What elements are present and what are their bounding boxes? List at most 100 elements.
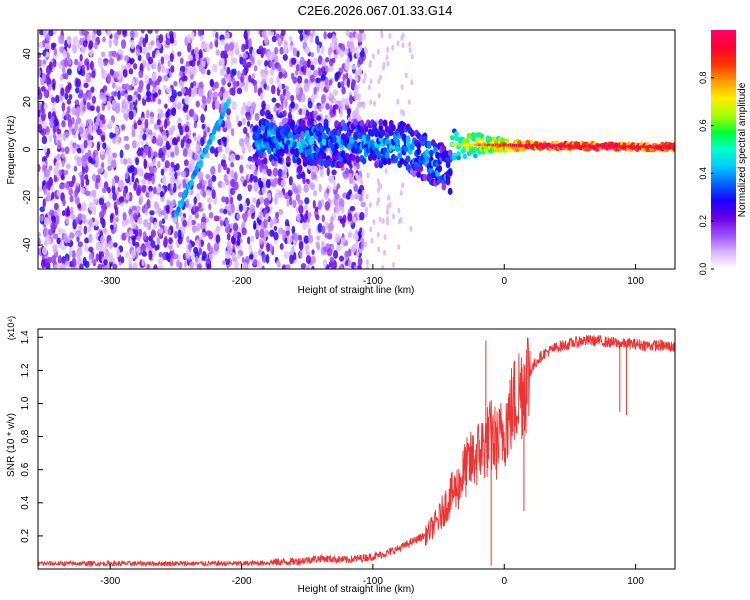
heatmap-noise-cell (182, 219, 188, 228)
heatmap-noise-cell (170, 151, 175, 158)
heatmap-noise-cell (222, 162, 228, 171)
heatmap-x-axis-label: Height of straight line (km) (298, 285, 415, 296)
heatmap-noise-cell (263, 218, 268, 229)
heatmap-noise-cell (56, 189, 61, 197)
heatmap-noise-cell (264, 213, 269, 221)
heatmap-noise-cell (135, 157, 140, 166)
heatmap-noise-cell (209, 146, 216, 154)
heatmap-noise-cell (224, 145, 230, 155)
heatmap-noise-cell (355, 52, 360, 58)
heatmap-noise-cell (176, 259, 180, 268)
heatmap-noise-cell (124, 143, 130, 151)
heatmap-noise-cell (385, 54, 389, 61)
heatmap-noise-cell (342, 73, 346, 82)
heatmap-band-cell (359, 119, 365, 127)
heatmap-noise-cell (152, 158, 157, 166)
heatmap-noise-cell (152, 250, 156, 256)
heatmap-noise-cell (279, 243, 284, 250)
heatmap-noise-cell (278, 82, 283, 91)
heatmap-noise-cell (281, 30, 286, 37)
colorbar-scale[interactable] (711, 30, 736, 269)
heatmap-noise-cell (38, 164, 41, 172)
heatmap-noise-cell (273, 231, 279, 241)
snr-y-tick-label: 1.0 (20, 396, 31, 410)
heatmap-noise-cell (397, 207, 401, 214)
heatmap-noise-cell (364, 241, 368, 248)
heatmap-noise-cell (88, 233, 93, 243)
heatmap-noise-cell (230, 162, 235, 168)
heatmap-band-cell (391, 124, 396, 132)
heatmap-noise-cell (103, 170, 108, 179)
heatmap-band-cell (399, 127, 405, 135)
heatmap-noise-cell (134, 229, 139, 237)
heatmap-noise-cell (51, 255, 57, 264)
heatmap-noise-cell (356, 264, 362, 269)
heatmap-noise-cell (357, 257, 363, 266)
heatmap-noise-cell (265, 178, 271, 189)
snr-plot-area[interactable] (38, 329, 675, 569)
heatmap-noise-cell (284, 85, 289, 92)
heatmap-noise-cell (293, 251, 297, 261)
heatmap-noise-cell (40, 111, 47, 121)
heatmap-noise-cell (341, 205, 345, 214)
heatmap-x-ticks: -300 -200 -100 0 100 (100, 264, 644, 287)
heatmap-noise-cell (171, 124, 176, 132)
heatmap-noise-cell (64, 92, 69, 101)
heatmap-band-cell (372, 153, 377, 161)
heatmap-band-cell (275, 150, 281, 158)
heatmap-noise-cell (383, 249, 387, 256)
heatmap-noise-cell (53, 47, 58, 56)
heatmap-noise-cell (146, 83, 151, 92)
heatmap-noise-cell (231, 68, 237, 76)
heatmap-noise-cell (200, 43, 206, 50)
heatmap-noise-cell (171, 107, 177, 117)
heatmap-noise-cell (145, 90, 151, 97)
heatmap-noise-cell (226, 134, 230, 143)
figure-title: C2E6.2026.067.01.33.G14 (298, 3, 453, 18)
heatmap-noise-cell (350, 193, 356, 201)
heatmap-noise-cell (377, 92, 381, 99)
heatmap-noise-cell (221, 77, 227, 86)
heatmap-noise-cell (354, 193, 359, 200)
heatmap-noise-cell (102, 60, 108, 66)
heatmap-noise-cell (337, 81, 342, 89)
heatmap-noise-cell (360, 201, 367, 208)
heatmap-noise-cell (45, 180, 52, 190)
heatmap-noise-cell (365, 265, 369, 269)
heatmap-noise-cell (71, 250, 76, 259)
heatmap-noise-cell (59, 183, 65, 190)
heatmap-noise-cell (332, 88, 339, 97)
heatmap-noise-cell (59, 264, 63, 269)
heatmap-noise-cell (277, 63, 282, 72)
heatmap-noise-cell (75, 117, 82, 125)
heatmap-noise-cell (353, 264, 358, 269)
heatmap-noise-cell (259, 108, 266, 117)
heatmap-noise-cell (160, 56, 165, 65)
heatmap-noise-cell (261, 186, 267, 194)
heatmap-noise-cell (170, 65, 175, 73)
heatmap-noise-cell (159, 190, 165, 198)
heatmap-noise-cell (380, 30, 384, 36)
heatmap-noise-cell (109, 214, 114, 224)
heatmap-noise-cell (196, 222, 201, 232)
heatmap-noise-cell (224, 218, 230, 226)
heatmap-noise-cell (99, 217, 105, 225)
heatmap-noise-cell (258, 180, 264, 188)
heatmap-noise-cell (75, 87, 80, 94)
heatmap-noise-cell (283, 250, 290, 260)
heatmap-noise-cell (173, 253, 179, 260)
heatmap-noise-cell (296, 213, 301, 221)
heatmap-noise-cell (192, 113, 198, 122)
heatmap-noise-cell (221, 182, 226, 188)
heatmap-noise-cell (174, 146, 180, 156)
heatmap-noise-cell (298, 240, 304, 251)
heatmap-noise-cell (94, 219, 99, 227)
heatmap-noise-cell (146, 61, 151, 72)
heatmap-band-cell (428, 149, 434, 157)
heatmap-noise-cell (90, 86, 95, 94)
heatmap-noise-cell (396, 98, 400, 105)
heatmap-noise-cell (317, 200, 322, 210)
snr-y-tick-label: 1.4 (20, 330, 31, 344)
heatmap-noise-cell (71, 175, 76, 184)
heatmap-noise-cell (74, 122, 78, 132)
